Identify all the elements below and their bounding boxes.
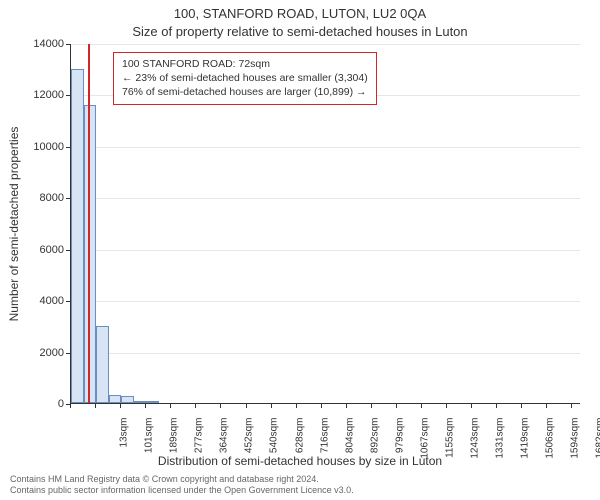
histogram-bar	[134, 401, 147, 403]
x-tick-mark	[95, 404, 96, 408]
callout-box: 100 STANFORD ROAD: 72sqm← 23% of semi-de…	[113, 52, 377, 105]
grid-line	[71, 301, 580, 302]
x-tick-mark	[120, 404, 121, 408]
x-tick-mark	[421, 404, 422, 408]
grid-line	[71, 198, 580, 199]
chart-title-line2: Size of property relative to semi-detach…	[0, 24, 600, 39]
y-tick-label: 8000	[24, 192, 64, 204]
y-tick-label: 12000	[24, 89, 64, 101]
callout-line2: ← 23% of semi-detached houses are smalle…	[122, 71, 368, 85]
x-tick-mark	[371, 404, 372, 408]
y-tick-label: 10000	[24, 141, 64, 153]
histogram-bar	[71, 69, 84, 403]
x-tick-mark	[296, 404, 297, 408]
callout-line1: 100 STANFORD ROAD: 72sqm	[122, 57, 368, 71]
x-tick-mark	[145, 404, 146, 408]
x-tick-mark	[271, 404, 272, 408]
footer-line2: Contains public sector information licen…	[10, 485, 354, 496]
grid-line	[71, 147, 580, 148]
subject-marker-line	[88, 44, 90, 403]
x-tick-mark	[220, 404, 221, 408]
footer-line1: Contains HM Land Registry data © Crown c…	[10, 474, 354, 485]
grid-line	[71, 44, 580, 45]
grid-line	[71, 250, 580, 251]
y-tick-label: 6000	[24, 244, 64, 256]
chart-title-line1: 100, STANFORD ROAD, LUTON, LU2 0QA	[0, 6, 600, 21]
y-tick-label: 4000	[24, 295, 64, 307]
x-axis-label: Distribution of semi-detached houses by …	[0, 454, 600, 468]
x-tick-mark	[346, 404, 347, 408]
y-axis-label: Number of semi-detached properties	[7, 127, 21, 322]
histogram-bar	[96, 326, 109, 403]
y-tick-label: 14000	[24, 38, 64, 50]
plot-area: 100 STANFORD ROAD: 72sqm← 23% of semi-de…	[70, 44, 580, 404]
x-tick-mark	[321, 404, 322, 408]
y-tick-label: 2000	[24, 347, 64, 359]
x-tick-mark	[496, 404, 497, 408]
footer-attribution: Contains HM Land Registry data © Crown c…	[10, 474, 354, 497]
x-tick-mark	[70, 404, 71, 408]
x-tick-mark	[521, 404, 522, 408]
x-tick-mark	[396, 404, 397, 408]
x-tick-mark	[446, 404, 447, 408]
grid-line	[71, 353, 580, 354]
x-tick-mark	[546, 404, 547, 408]
y-tick-label: 0	[24, 398, 64, 410]
x-tick-mark	[195, 404, 196, 408]
x-tick-mark	[571, 404, 572, 408]
histogram-bar	[121, 396, 134, 403]
callout-line3: 76% of semi-detached houses are larger (…	[122, 85, 368, 99]
histogram-bar	[146, 401, 159, 403]
chart-container: 100, STANFORD ROAD, LUTON, LU2 0QA Size …	[0, 0, 600, 500]
x-tick-mark	[471, 404, 472, 408]
x-tick-mark	[170, 404, 171, 408]
x-tick-mark	[246, 404, 247, 408]
histogram-bar	[109, 395, 122, 403]
